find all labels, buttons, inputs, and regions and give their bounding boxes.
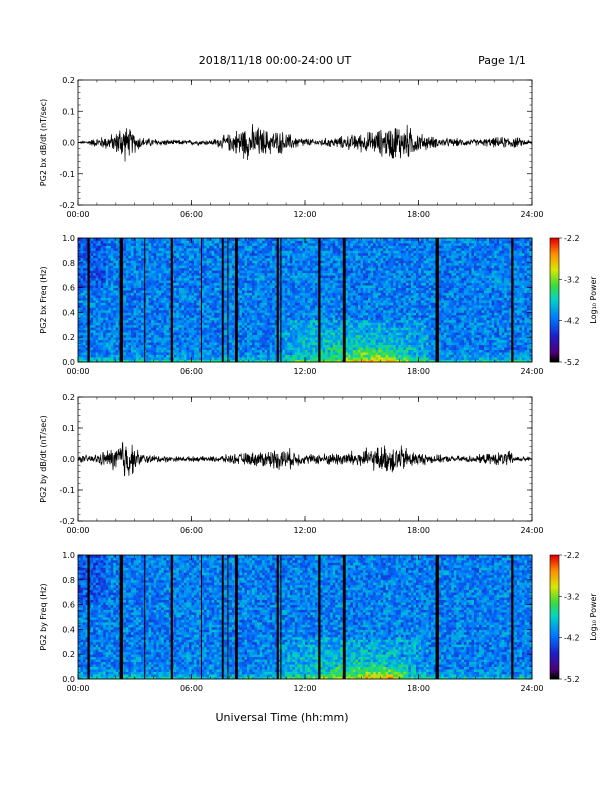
y-axis-label: PG2 bx dB/dt (nT/sec) <box>39 99 48 186</box>
colorbar-label: Log₁₀ Power <box>589 593 598 641</box>
colorbar: -2.2 -3.2 -4.2 -5.2 Log₁₀ Power <box>549 551 598 684</box>
y-tick-label: -0.1 <box>59 486 75 495</box>
data-gap <box>435 555 439 679</box>
x-tick-label: 12:00 <box>293 526 316 535</box>
x-axis-label: Universal Time (hh:mm) <box>216 711 349 724</box>
x-tick-label: 18:00 <box>407 210 430 219</box>
x-tick-label: 24:00 <box>520 210 543 219</box>
data-gap <box>235 555 238 679</box>
colorbar-tick-label: -5.2 <box>564 675 580 684</box>
y-tick-label: 0.4 <box>62 308 75 317</box>
x-tick-label: 18:00 <box>407 684 430 693</box>
data-gap <box>318 238 321 362</box>
data-gap <box>227 238 229 362</box>
y-tick-label: 0.6 <box>62 601 75 610</box>
x-tick-label: 12:00 <box>293 684 316 693</box>
x-tick-label: 18:00 <box>407 367 430 376</box>
x-tick-label: 12:00 <box>293 210 316 219</box>
x-tick-label: 06:00 <box>180 684 203 693</box>
by-spectrogram-panel: 00:00 06:00 12:00 18:00 24:00 1.0 0.8 0.6 0.4 0.2… <box>39 551 598 693</box>
bx-dbdt-panel: 00:00 06:00 12:00 18:00 24:00 0.2 0.1 0.0 -0.1 -0… <box>39 76 544 219</box>
data-gap <box>119 555 124 679</box>
data-gap <box>235 238 238 362</box>
x-tick-label: 06:00 <box>180 210 203 219</box>
colorbar: -2.2 -3.2 -4.2 -5.2 Log₁₀ Power <box>549 234 598 367</box>
data-gap <box>276 238 279 362</box>
data-gap <box>318 555 321 679</box>
date-range-title: 2018/11/18 00:00-24:00 UT <box>199 54 352 67</box>
colorbar-tick-label: -5.2 <box>564 358 580 367</box>
data-gap <box>144 555 146 679</box>
y-tick-label: 0.0 <box>62 675 75 684</box>
y-tick-label: 1.0 <box>62 551 75 560</box>
x-tick-label: 24:00 <box>520 684 543 693</box>
y-axis-label: PG2 bx Freq (Hz) <box>39 266 48 333</box>
y-tick-label: 0.8 <box>62 576 75 585</box>
data-gap <box>276 555 279 679</box>
page-number: Page 1/1 <box>478 54 526 67</box>
y-axis-label: PG2 by Freq (Hz) <box>39 583 48 650</box>
data-gap <box>342 555 346 679</box>
data-gap <box>200 238 202 362</box>
bx-spectrogram-panel: 00:00 06:00 12:00 18:00 24:00 1.0 0.8 0.6 0.4 0.2… <box>39 234 598 376</box>
data-gap <box>221 555 224 679</box>
y-tick-label: 0.6 <box>62 284 75 293</box>
data-gap <box>119 238 124 362</box>
data-gap <box>511 238 514 362</box>
colorbar-tick-label: -4.2 <box>564 317 580 326</box>
x-tick-label: 00:00 <box>66 684 89 693</box>
spectrogram-cells <box>78 555 533 680</box>
y-tick-label: 0.1 <box>62 424 75 433</box>
y-tick-label: -0.1 <box>59 170 75 179</box>
x-tick-label: 24:00 <box>520 367 543 376</box>
x-tick-label: 00:00 <box>66 367 89 376</box>
data-gap <box>144 238 146 362</box>
x-tick-label: 00:00 <box>66 210 89 219</box>
x-tick-label: 12:00 <box>293 367 316 376</box>
y-axis-label: PG2 by dB/dt (nT/sec) <box>39 415 48 502</box>
data-gap <box>87 555 90 679</box>
data-gap <box>170 555 173 679</box>
x-tick-label: 24:00 <box>520 526 543 535</box>
y-tick-label: -0.2 <box>59 201 75 210</box>
y-tick-label: 0.8 <box>62 259 75 268</box>
y-tick-label: 1.0 <box>62 234 75 243</box>
y-tick-label: 0.4 <box>62 625 75 634</box>
data-gap <box>511 555 514 679</box>
spectrogram-cells <box>78 238 533 363</box>
colorbar-label: Log₁₀ Power <box>589 276 598 324</box>
data-gap <box>280 238 282 362</box>
data-gap <box>170 238 173 362</box>
y-tick-label: 0.0 <box>62 358 75 367</box>
by-dbdt-panel: 00:00 06:00 12:00 18:00 24:00 0.2 0.1 0.0 -0.1 -0… <box>39 393 544 535</box>
colorbar-tick-label: -4.2 <box>564 634 580 643</box>
y-tick-label: -0.2 <box>59 517 75 526</box>
y-tick-label: 0.1 <box>62 107 75 116</box>
x-tick-label: 18:00 <box>407 526 430 535</box>
data-gap <box>200 555 202 679</box>
data-gap <box>342 238 346 362</box>
dbdt-trace <box>77 124 533 162</box>
data-gap <box>221 238 224 362</box>
y-tick-label: 0.0 <box>62 139 75 148</box>
dbdt-trace <box>77 441 533 477</box>
y-tick-label: 0.2 <box>62 333 75 342</box>
y-tick-label: 0.2 <box>62 650 75 659</box>
data-gap <box>280 555 282 679</box>
x-tick-label: 06:00 <box>180 526 203 535</box>
colorbar-tick-label: -3.2 <box>564 275 580 284</box>
data-gap <box>87 238 90 362</box>
y-tick-label: 0.2 <box>62 76 75 85</box>
colorbar-tick-label: -2.2 <box>564 234 580 243</box>
colorbar-tick-label: -3.2 <box>564 592 580 601</box>
x-tick-label: 00:00 <box>66 526 89 535</box>
y-tick-label: 0.2 <box>62 393 75 402</box>
y-tick-label: 0.0 <box>62 455 75 464</box>
data-gap <box>227 555 229 679</box>
x-tick-label: 06:00 <box>180 367 203 376</box>
colorbar-tick-label: -2.2 <box>564 551 580 560</box>
data-gap <box>435 238 439 362</box>
